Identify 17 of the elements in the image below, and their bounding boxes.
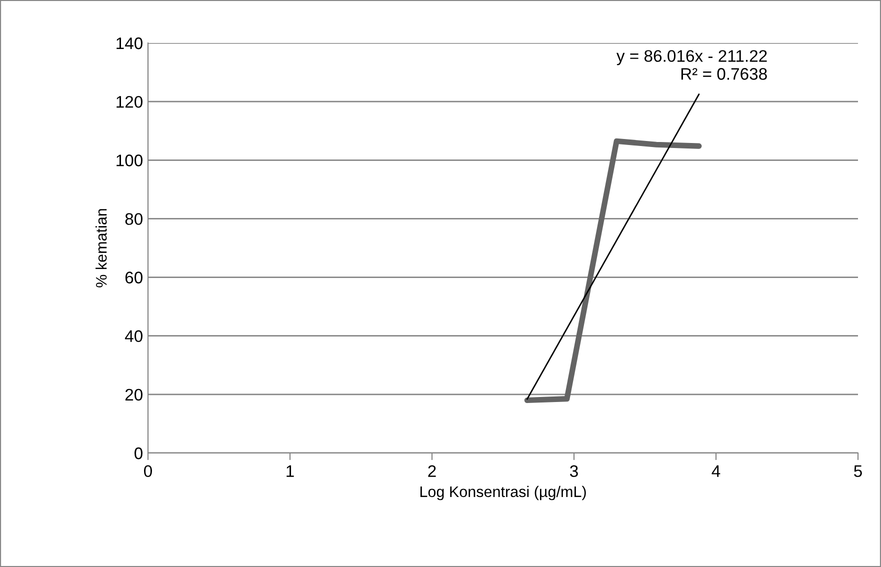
y-tick-label: 140 — [116, 37, 142, 50]
x-tick-label: 4 — [712, 465, 720, 477]
y-axis-title: % kematian — [96, 209, 107, 288]
y-tick-label: 60 — [125, 272, 142, 284]
x-tick-label: 1 — [286, 465, 294, 477]
x-tick-label: 5 — [854, 465, 862, 478]
y-tick-label: 40 — [124, 330, 142, 342]
y-tick-label: 120 — [116, 96, 142, 108]
y-tick-label: 80 — [125, 213, 142, 225]
y-tick-label: 0 — [134, 447, 142, 460]
x-tick-label: 3 — [570, 465, 578, 478]
y-tick-label: 100 — [116, 154, 142, 166]
x-tick-label: 2 — [428, 465, 436, 477]
x-axis-title: Log Konsentrasi (µg/mL) — [420, 486, 586, 500]
annotation: y = 86.016x - 211.22 R² = 0.7638 — [616, 50, 767, 80]
x-tick-label: 0 — [144, 465, 152, 478]
y-tick-label: 20 — [125, 388, 142, 401]
